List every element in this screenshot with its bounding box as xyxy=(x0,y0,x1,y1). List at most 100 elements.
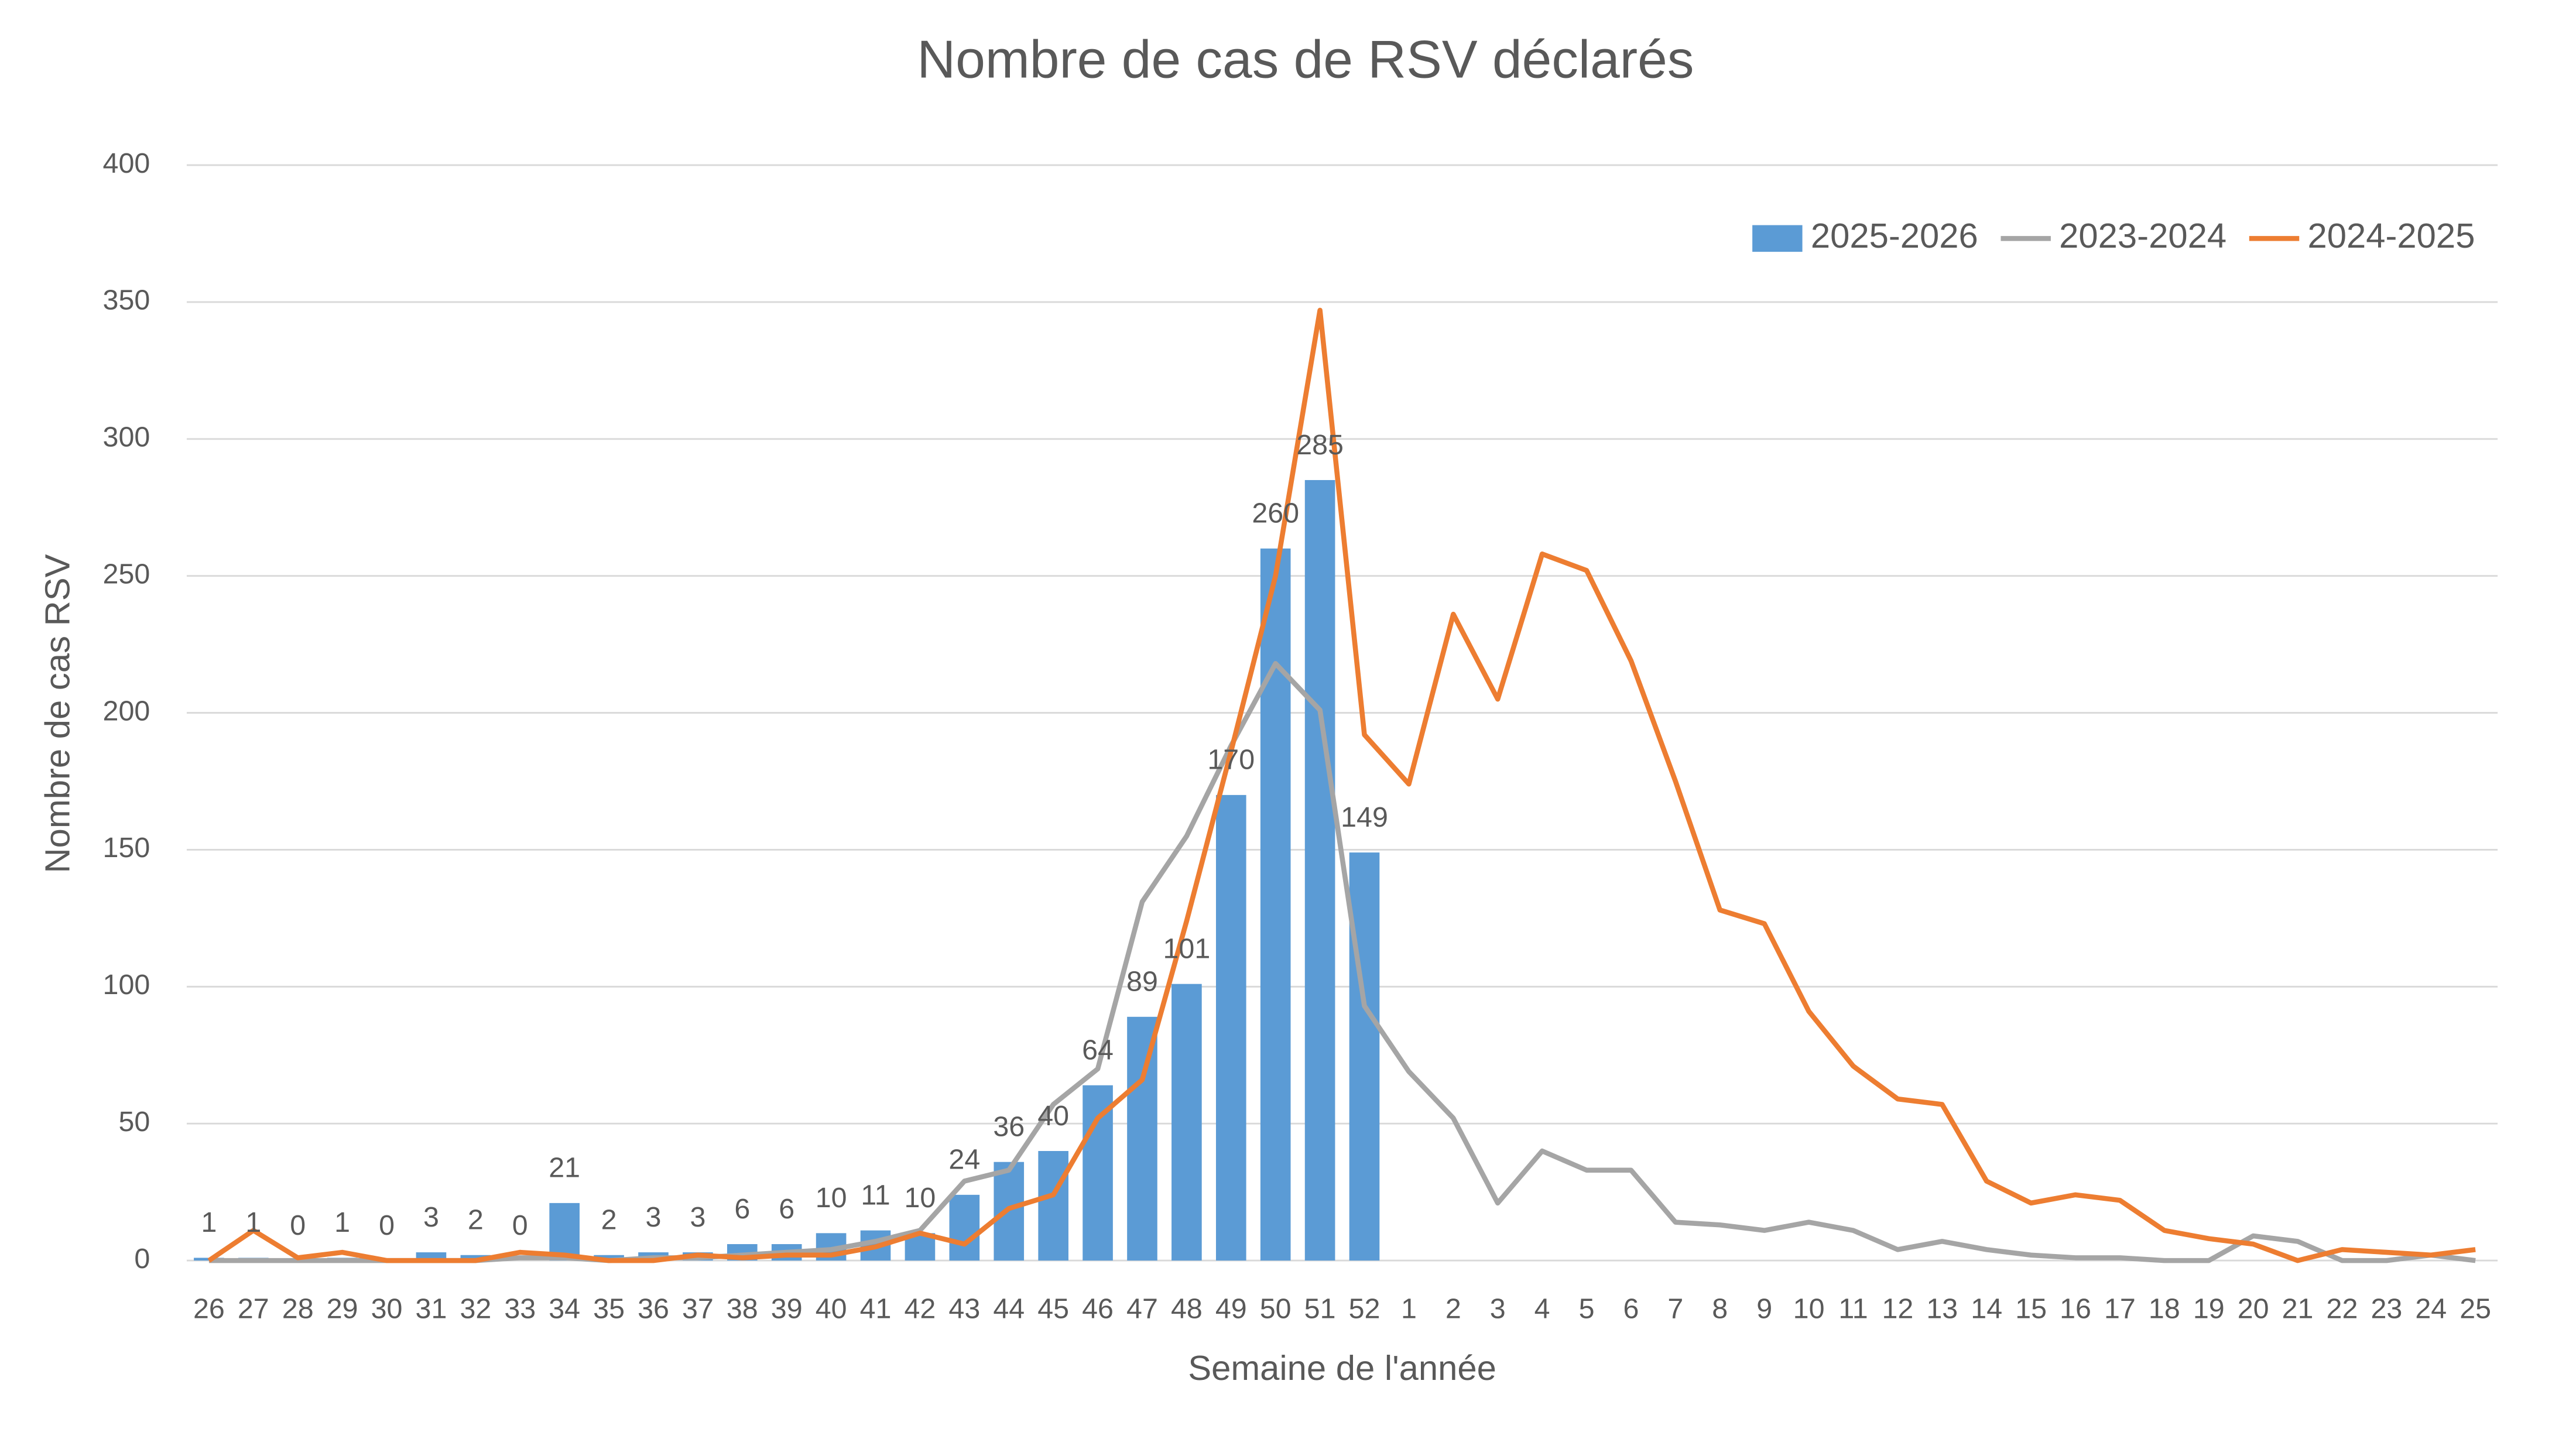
legend-label: 2025-2026 xyxy=(1811,216,1978,255)
data-label: 21 xyxy=(549,1152,580,1184)
bar xyxy=(1349,852,1380,1261)
x-tick-label: 6 xyxy=(1623,1293,1639,1324)
x-tick-label: 23 xyxy=(2371,1293,2402,1324)
x-tick-label: 33 xyxy=(504,1293,536,1324)
x-tick-label: 39 xyxy=(771,1293,803,1324)
data-label: 2 xyxy=(468,1204,484,1236)
data-label: 64 xyxy=(1082,1034,1114,1066)
x-tick-label: 10 xyxy=(1793,1293,1825,1324)
y-axis-label: Nombre de cas RSV xyxy=(37,554,77,873)
bar xyxy=(1038,1150,1068,1261)
x-tick-label: 2 xyxy=(1445,1293,1461,1324)
x-tick-label: 32 xyxy=(460,1293,491,1324)
x-tick-label: 36 xyxy=(638,1293,669,1324)
x-tick-label: 22 xyxy=(2327,1293,2358,1324)
bar xyxy=(594,1255,624,1261)
x-tick-label: 8 xyxy=(1712,1293,1728,1324)
x-tick-label: 35 xyxy=(593,1293,625,1324)
data-label: 1 xyxy=(334,1207,350,1238)
bar xyxy=(1127,1016,1157,1261)
data-label: 1 xyxy=(245,1207,261,1238)
data-label: 101 xyxy=(1163,933,1210,964)
x-tick-label: 28 xyxy=(282,1293,314,1324)
x-tick-label: 21 xyxy=(2282,1293,2314,1324)
x-tick-label: 9 xyxy=(1756,1293,1772,1324)
x-tick-label: 52 xyxy=(1349,1293,1381,1324)
data-label: 260 xyxy=(1252,498,1299,529)
x-tick-label: 25 xyxy=(2459,1293,2491,1324)
x-tick-label: 15 xyxy=(2015,1293,2047,1324)
x-tick-label: 26 xyxy=(193,1293,225,1324)
y-tick-label: 150 xyxy=(103,832,150,864)
x-tick-label: 43 xyxy=(948,1293,980,1324)
chart-title: Nombre de cas de RSV déclarés xyxy=(917,30,1694,89)
data-label: 40 xyxy=(1037,1100,1069,1132)
data-label: 285 xyxy=(1296,429,1344,461)
x-tick-label: 4 xyxy=(1534,1293,1550,1324)
x-tick-label: 11 xyxy=(1838,1293,1868,1324)
y-tick-label: 350 xyxy=(103,285,150,316)
data-label: 10 xyxy=(816,1182,847,1214)
x-tick-label: 34 xyxy=(549,1293,580,1324)
data-label: 1 xyxy=(201,1207,217,1238)
y-tick-label: 50 xyxy=(118,1106,150,1138)
data-label: 0 xyxy=(379,1210,395,1241)
data-label: 0 xyxy=(290,1210,306,1241)
data-label: 3 xyxy=(423,1201,439,1233)
x-tick-label: 47 xyxy=(1126,1293,1158,1324)
legend-swatch xyxy=(1752,225,1803,252)
x-tick-label: 48 xyxy=(1171,1293,1203,1324)
line xyxy=(207,307,2476,1263)
x-axis-label: Semaine de l'année xyxy=(1188,1348,1496,1388)
y-tick-label: 250 xyxy=(103,558,150,590)
x-tick-label: 29 xyxy=(327,1293,358,1324)
data-label: 6 xyxy=(734,1193,750,1225)
data-label: 3 xyxy=(690,1201,705,1233)
x-tick-label: 44 xyxy=(993,1293,1025,1324)
y-tick-label: 0 xyxy=(134,1243,150,1275)
x-tick-label: 19 xyxy=(2193,1293,2225,1324)
x-tick-label: 50 xyxy=(1260,1293,1292,1324)
data-label: 6 xyxy=(779,1193,794,1225)
x-tick-label: 14 xyxy=(1971,1293,2002,1324)
x-tick-label: 51 xyxy=(1304,1293,1336,1324)
bar xyxy=(549,1203,580,1261)
x-tick-label: 7 xyxy=(1667,1293,1683,1324)
x-tick-label: 49 xyxy=(1215,1293,1247,1324)
bar xyxy=(949,1194,980,1261)
data-label: 170 xyxy=(1207,744,1255,776)
x-tick-label: 18 xyxy=(2149,1293,2180,1324)
x-tick-label: 42 xyxy=(905,1293,936,1324)
bar xyxy=(460,1255,491,1261)
x-tick-label: 16 xyxy=(2060,1293,2091,1324)
bar xyxy=(1171,984,1202,1261)
y-tick-label: 400 xyxy=(103,148,150,179)
data-label: 11 xyxy=(861,1179,890,1211)
data-label: 36 xyxy=(993,1111,1025,1143)
x-tick-label: 27 xyxy=(238,1293,269,1324)
data-label: 2 xyxy=(601,1204,617,1236)
x-tick-label: 13 xyxy=(1926,1293,1958,1324)
x-tick-label: 31 xyxy=(416,1293,447,1324)
x-tick-label: 5 xyxy=(1579,1293,1595,1324)
x-tick-label: 30 xyxy=(371,1293,403,1324)
y-tick-label: 200 xyxy=(103,695,150,727)
x-tick-label: 46 xyxy=(1082,1293,1114,1324)
x-tick-label: 40 xyxy=(816,1293,847,1324)
x-tick-label: 24 xyxy=(2415,1293,2447,1324)
legend-label: 2023-2024 xyxy=(2059,216,2226,255)
x-tick-label: 37 xyxy=(682,1293,714,1324)
data-label: 0 xyxy=(512,1210,528,1241)
bar xyxy=(1304,479,1335,1261)
x-tick-label: 1 xyxy=(1401,1293,1417,1324)
x-tick-label: 3 xyxy=(1490,1293,1506,1324)
x-tick-label: 12 xyxy=(1882,1293,1913,1324)
x-tick-label: 41 xyxy=(860,1293,892,1324)
data-label: 10 xyxy=(905,1182,936,1214)
data-label: 89 xyxy=(1126,966,1158,998)
bar xyxy=(1215,794,1246,1261)
legend-label: 2024-2025 xyxy=(2307,216,2475,255)
data-label: 3 xyxy=(646,1201,662,1233)
